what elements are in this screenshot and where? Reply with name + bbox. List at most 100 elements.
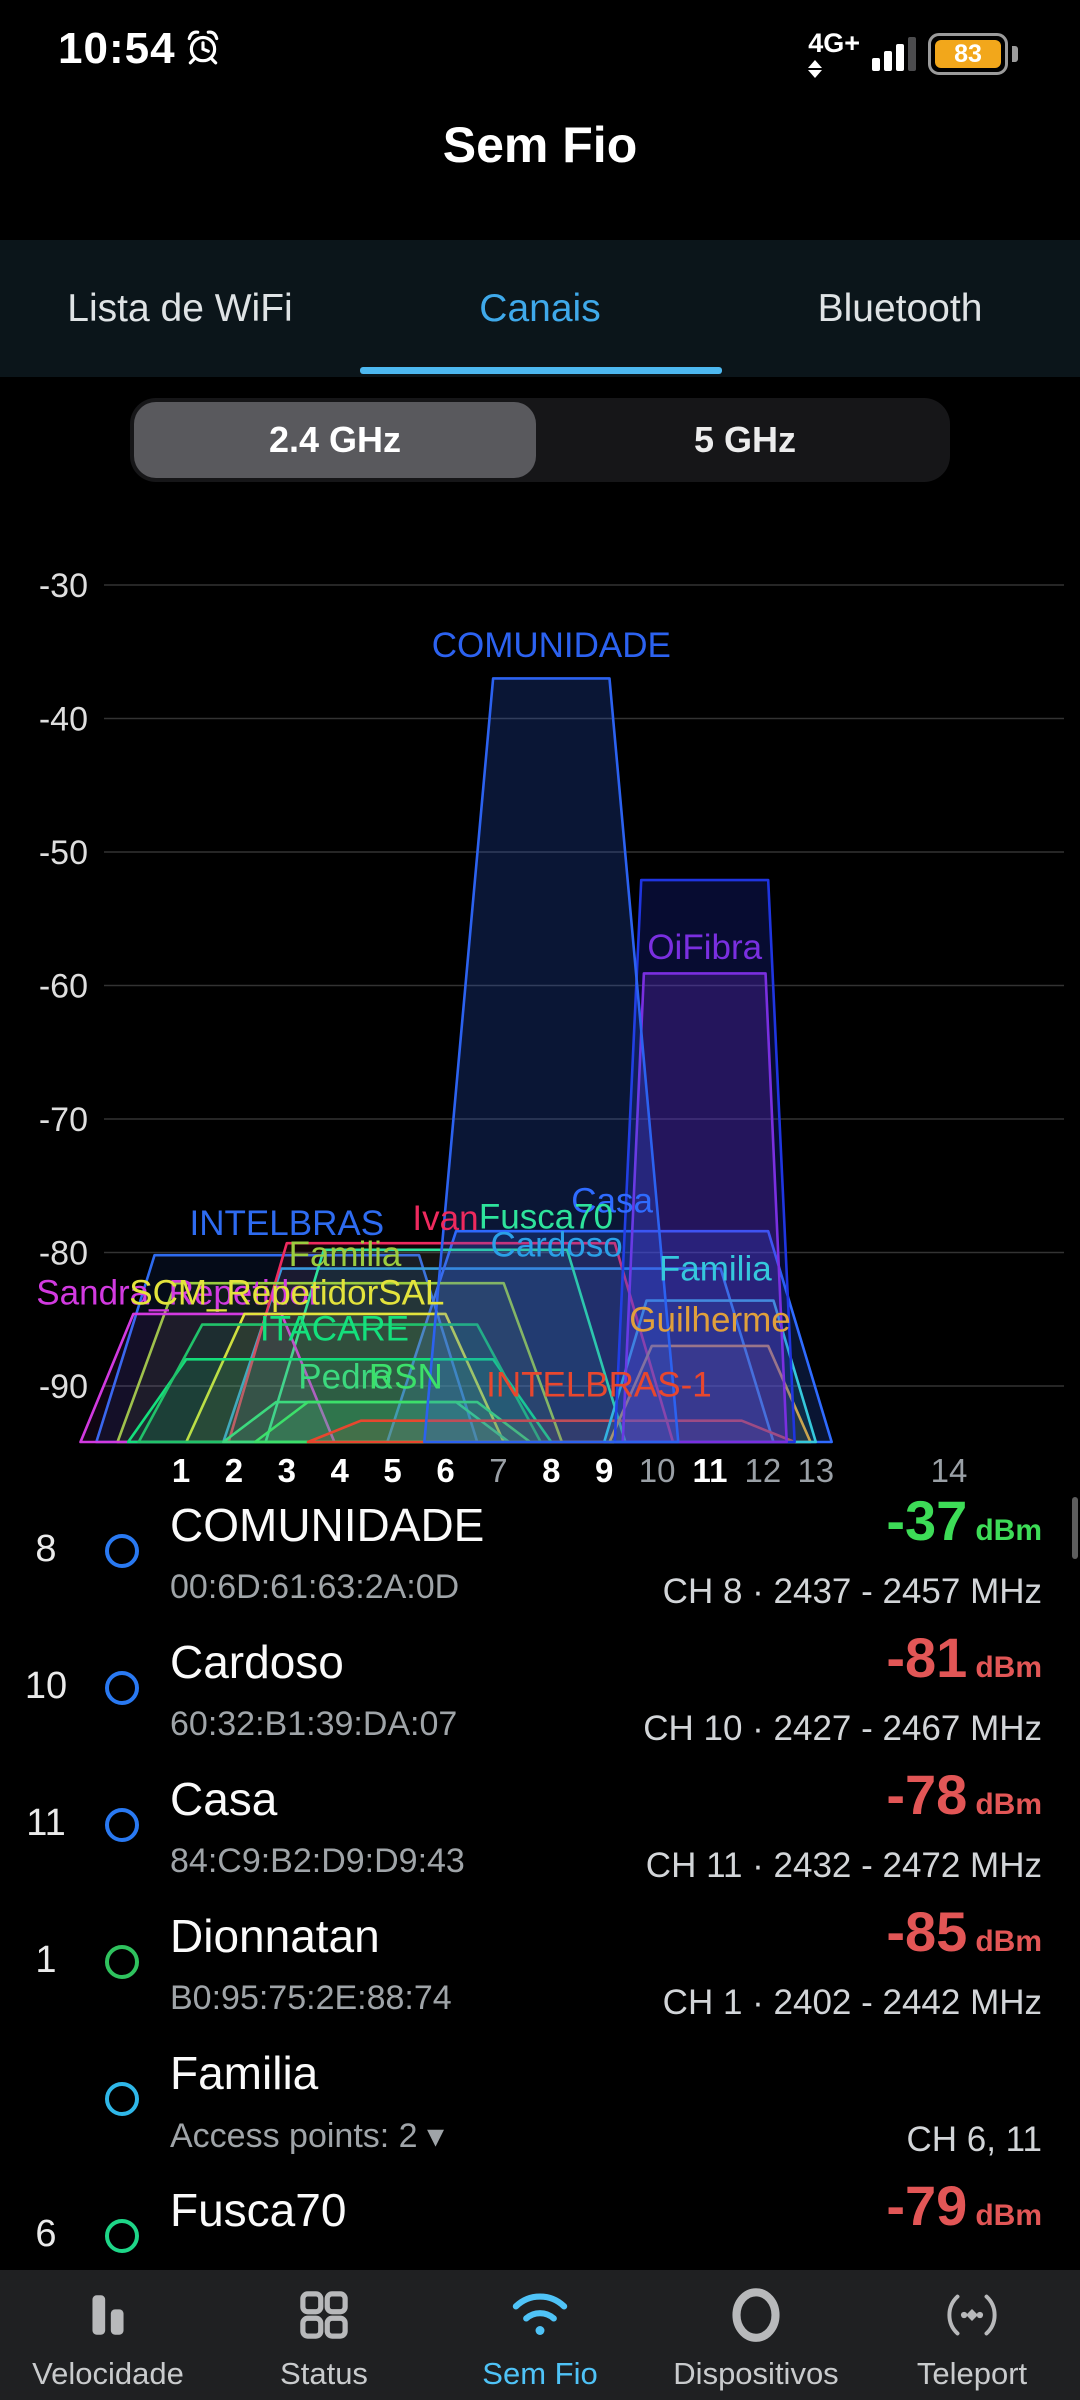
- channel-tick: 9: [595, 1452, 613, 1489]
- channel-tick: 1: [172, 1452, 190, 1489]
- active-tab-underline: [360, 367, 722, 374]
- signal-strength: -78 dBm: [886, 1762, 1042, 1827]
- band-option-5ghz[interactable]: 5 GHz: [693, 419, 797, 460]
- upload-arrow-icon: [808, 60, 823, 68]
- network-row-casa[interactable]: 11 Casa 84:C9:B2:D9:D9:43 -78 dBm CH 11 · 243…: [0, 1763, 1080, 1905]
- network-label-Cardoso: Cardoso: [490, 1226, 622, 1265]
- row-channel-number: 6: [35, 2213, 57, 2255]
- channel-tick: 12: [745, 1452, 782, 1489]
- nav-item-teleport[interactable]: Teleport: [864, 2270, 1080, 2400]
- network-label-Familia: Familia: [659, 1250, 772, 1289]
- channel-tick: 11: [693, 1452, 728, 1489]
- download-arrow-icon: [808, 70, 823, 78]
- signal-strength: -79 dBm: [886, 2173, 1042, 2238]
- network-label-COMUNIDADE: COMUNIDADE: [432, 626, 671, 665]
- y-axis-tick: -50: [39, 834, 88, 872]
- cell-signal: 4G+: [808, 30, 860, 78]
- signal-unit: dBm: [975, 1514, 1042, 1547]
- scrollbar-thumb[interactable]: [1072, 1497, 1078, 1559]
- network-name: Fusca70: [170, 2184, 347, 2236]
- row-channel-number: 1: [35, 1939, 57, 1981]
- nav-item-velocidade[interactable]: Velocidade: [0, 2270, 216, 2400]
- channel-tick: 3: [278, 1452, 296, 1489]
- channel-tick: 8: [542, 1452, 560, 1489]
- nav-item-label: Status: [280, 2356, 368, 2391]
- channel-tick: 7: [489, 1452, 507, 1489]
- clock: 10:54: [58, 24, 176, 73]
- alarm-icon: [184, 28, 222, 71]
- network-name: Familia: [170, 2047, 319, 2099]
- network-label-OiFibra: OiFibra: [647, 928, 762, 967]
- row-channel-number: 10: [24, 1665, 68, 1707]
- channel-tick: 2: [225, 1452, 243, 1489]
- y-axis-tick: -90: [39, 1368, 88, 1406]
- wifi-icon: [509, 2284, 571, 2346]
- page-title: Sem Fio: [442, 117, 638, 173]
- network-mac: 00:6D:61:63:2A:0D: [170, 1568, 460, 1606]
- channel-shape-COMUNIDADE: [423, 677, 680, 1444]
- battery-nub: [1012, 46, 1018, 62]
- channel-tick: 4: [331, 1452, 350, 1489]
- devices-ring-icon: [730, 2284, 782, 2346]
- signal-value: -85: [886, 1900, 968, 1963]
- network-row-cardoso[interactable]: 10 Cardoso 60:32:B1:39:DA:07 -81 dBm CH 10 · …: [0, 1626, 1080, 1768]
- battery-icon: 83: [928, 33, 1008, 75]
- network-label-INTELBRAS: INTELBRAS: [190, 1204, 385, 1243]
- signal-value: -79: [886, 2174, 968, 2237]
- status-bar-right: 4G+ 83: [808, 30, 1018, 78]
- network-label-Ivan: Ivan: [412, 1199, 478, 1238]
- nav-item-label: Velocidade: [32, 2356, 184, 2391]
- network-label-RSN: RSN: [369, 1358, 443, 1397]
- network-row-fusca70[interactable]: 6 Fusca70 -79 dBm: [0, 2174, 1080, 2316]
- network-label-Guilherme: Guilherme: [629, 1300, 790, 1339]
- band-option-2-4ghz[interactable]: 2.4 GHz: [134, 402, 536, 478]
- network-label-Casa: Casa: [571, 1181, 653, 1220]
- speed-bars-icon: [84, 2284, 132, 2346]
- nav-item-status[interactable]: Status: [216, 2270, 432, 2400]
- status-bar-left: 10:54: [58, 24, 222, 74]
- nav-item-sem-fio[interactable]: Sem Fio: [432, 2270, 648, 2400]
- signal-unit: dBm: [975, 1651, 1042, 1684]
- tab-lista-de-wifi[interactable]: Lista de WiFi: [67, 286, 293, 330]
- network-color-ring: [105, 1671, 139, 1705]
- network-row-dionnatan[interactable]: 1 Dionnatan B0:95:75:2E:88:74 -85 dBm CH 1 · …: [0, 1900, 1080, 2042]
- channel-shape-OiFibra: [621, 972, 789, 1444]
- channel-tick: 5: [383, 1452, 401, 1489]
- network-row-comunidade[interactable]: 8 COMUNIDADE 00:6D:61:63:2A:0D -37 dBm CH 8 ·…: [0, 1489, 1080, 1631]
- bottom-nav: Velocidade Status Sem Fio Dispositivos Telep…: [0, 2270, 1080, 2400]
- nav-item-dispositivos[interactable]: Dispositivos: [648, 2270, 864, 2400]
- network-label-SCM_RepetidorSAL: SCM_RepetidorSAL: [129, 1274, 444, 1313]
- signal-unit: dBm: [975, 1925, 1042, 1958]
- row-channel-number: 11: [26, 1802, 66, 1844]
- y-axis-tick: -60: [39, 968, 88, 1006]
- channel-tick: 6: [436, 1452, 454, 1489]
- network-color-ring: [105, 1945, 139, 1979]
- network-row-familia[interactable]: Familia Access points: 2 ▾ CH 6, 11: [0, 2042, 1080, 2179]
- y-axis-tick: -80: [39, 1235, 88, 1273]
- wifi-channels-chart[interactable]: -30 -40 -50 -60 -70 -80 -90 INTELBRAS Cardoso Cas…: [0, 515, 1080, 1500]
- tab-canais[interactable]: Canais: [479, 286, 601, 330]
- network-color-ring: [105, 1808, 139, 1842]
- network-label-INTELBRAS-1: INTELBRAS-1: [486, 1366, 712, 1405]
- network-color-ring: [105, 1534, 139, 1568]
- signal-value: -78: [886, 1763, 968, 1826]
- band-selector: 2.4 GHz 5 GHz: [130, 398, 950, 482]
- network-name: Dionnatan: [170, 1910, 380, 1962]
- network-type-label: 4G+: [808, 28, 860, 58]
- access-points-expander[interactable]: Access points: 2 ▾: [170, 2117, 445, 2155]
- channel-tick: 10: [639, 1452, 676, 1489]
- network-list[interactable]: 8 COMUNIDADE 00:6D:61:63:2A:0D -37 dBm CH 8 ·…: [0, 1489, 1080, 2400]
- tab-bluetooth[interactable]: Bluetooth: [817, 286, 983, 330]
- battery-level: 83: [935, 40, 1001, 68]
- network-label-ITACARE: ITACARE: [260, 1310, 409, 1349]
- signal-strength: -37 dBm: [886, 1488, 1042, 1553]
- y-axis-tick: -70: [39, 1101, 88, 1139]
- network-mac: B0:95:75:2E:88:74: [170, 1979, 452, 2017]
- nav-item-label: Teleport: [916, 2356, 1028, 2391]
- signal-value: -81: [886, 1626, 968, 1689]
- signal-unit: dBm: [975, 1788, 1042, 1821]
- signal-strength: -85 dBm: [886, 1899, 1042, 1964]
- network-color-ring: [105, 2082, 139, 2116]
- y-axis-tick: -40: [39, 701, 88, 739]
